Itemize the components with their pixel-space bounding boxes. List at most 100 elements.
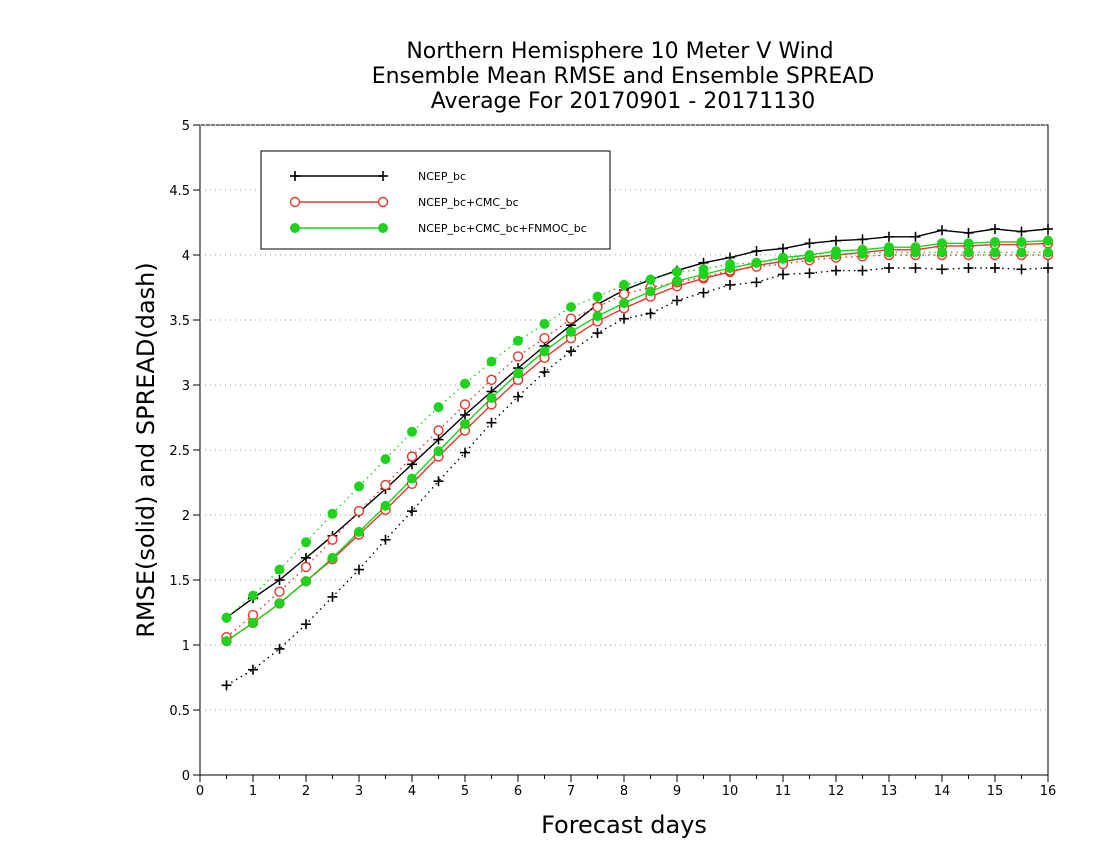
x-axis: 0 1 2 3 4 5 6 7 8 9 10 11 12 13 14 15 16 <box>196 775 1057 799</box>
x-tick-label: 16 <box>1040 784 1057 799</box>
series-ncep-bc-rmse-point <box>804 238 815 249</box>
x-tick-label: 12 <box>828 784 845 799</box>
x-tick-label: 5 <box>461 784 469 799</box>
series-ncep-bc-cmc-bc-fnmoc-bc-spread-point <box>433 402 444 413</box>
series-ncep-bc-cmc-bc-fnmoc-bc-spread-point <box>884 247 894 258</box>
series-ncep-bc-cmc-bc-fnmoc-bc-rmse-point <box>354 526 364 537</box>
series-ncep-bc-rmse-point <box>460 409 470 420</box>
x-tick-label: 9 <box>673 784 681 799</box>
x-tick-label: 11 <box>775 784 792 799</box>
series-ncep-bc-cmc-bc-fnmoc-bc-rmse-point <box>990 237 1000 247</box>
series-ncep-bc-cmc-bc-spread-point <box>539 333 550 344</box>
chart-title-line-2: Ensemble Mean RMSE and Ensemble SPREAD <box>372 64 875 89</box>
series-ncep-bc-cmc-bc-fnmoc-bc-spread-point <box>645 274 656 285</box>
x-tick-label: 4 <box>408 784 416 799</box>
series-ncep-bc-rmse-point <box>1016 226 1027 237</box>
series-ncep-bc-cmc-bc-fnmoc-bc-spread-point <box>1043 247 1053 258</box>
legend-marker-left <box>290 171 300 181</box>
series-ncep-bc-cmc-bc-fnmoc-bc-rmse-point <box>486 393 497 403</box>
x-tick-label: 3 <box>355 784 363 799</box>
series-ncep-bc-cmc-bc-spread-point <box>433 425 444 436</box>
series-ncep-bc-cmc-bc-fnmoc-bc-spread-point <box>910 247 921 258</box>
legend-label: NCEP_bc+CMC_bc+FNMOC_bc <box>418 222 587 235</box>
y-tick-label: 1.5 <box>169 574 190 589</box>
series-ncep-bc-cmc-bc-fnmoc-bc-spread-point <box>486 356 497 367</box>
x-tick-label: 2 <box>302 784 310 799</box>
chart-title-line-3: Average For 20170901 - 20171130 <box>431 89 816 114</box>
series-ncep-bc-rmse-point <box>433 434 444 445</box>
series-ncep-bc-cmc-bc-fnmoc-bc-spread-point <box>301 537 311 548</box>
series-ncep-bc-spread-point <box>566 346 576 357</box>
series-ncep-bc-rmse-point <box>937 225 947 236</box>
x-tick-label: 13 <box>881 784 898 799</box>
series-ncep-bc-spread-point <box>592 328 603 338</box>
series-ncep-bc-cmc-bc-fnmoc-bc-rmse-point <box>248 617 258 628</box>
x-tick-label: 1 <box>249 784 257 799</box>
y-tick-label: 3 <box>182 379 190 394</box>
series-ncep-bc-cmc-bc-fnmoc-bc-spread-point <box>619 279 629 290</box>
y-tick-label: 2 <box>182 509 190 524</box>
series-ncep-bc-cmc-bc-fnmoc-bc-spread-point <box>539 318 550 329</box>
y-tick-label: 0 <box>182 769 190 784</box>
series-ncep-bc-spread-point <box>221 680 232 691</box>
legend-marker-right <box>377 196 389 208</box>
legend-box <box>260 150 611 250</box>
series-ncep-bc-cmc-bc-fnmoc-bc-spread-line <box>226 251 1048 619</box>
series-ncep-bc-rmse-point <box>274 575 285 585</box>
y-tick-label: 4.5 <box>169 184 190 199</box>
series-ncep-bc-cmc-bc-fnmoc-bc-rmse-point <box>672 276 682 286</box>
series-ncep-bc-cmc-bc-fnmoc-bc-spread-point <box>1016 247 1027 258</box>
legend-item: NCEP_bc <box>290 170 466 183</box>
series-ncep-bc-cmc-bc-spread-point <box>512 351 524 362</box>
legend-marker-right <box>378 223 388 233</box>
series-ncep-bc-cmc-bc-fnmoc-bc-spread-point <box>460 378 470 389</box>
series-ncep-bc-spread-point <box>804 268 815 279</box>
x-tick-label: 7 <box>567 784 575 799</box>
series-ncep-bc-cmc-bc-spread-point <box>459 399 471 410</box>
y-tick-label: 2.5 <box>169 444 190 459</box>
series-ncep-bc-cmc-bc-fnmoc-bc-rmse-point <box>274 598 285 609</box>
y-tick-label: 0.5 <box>169 704 190 719</box>
series-ncep-bc-spread-point <box>513 391 523 402</box>
series-ncep-bc-cmc-bc-fnmoc-bc-spread-point <box>831 250 841 260</box>
series-ncep-bc-cmc-bc-fnmoc-bc-spread-point <box>963 247 974 258</box>
series-ncep-bc-rmse-line <box>226 228 1049 619</box>
legend-marker-left <box>290 223 300 233</box>
series-ncep-bc-spread-point <box>619 313 629 324</box>
series-ncep-bc-cmc-bc-fnmoc-bc-spread-point <box>725 259 735 270</box>
series-ncep-bc-rmse-point <box>884 231 894 242</box>
series-ncep-bc-spread-point <box>831 265 841 276</box>
series-ncep-bc-cmc-bc-fnmoc-bc-rmse-point <box>301 576 311 587</box>
series-ncep-bc-rmse-point <box>963 227 974 238</box>
series-ncep-bc-cmc-bc-fnmoc-bc-rmse-point <box>963 238 974 249</box>
y-axis: 0 0.5 1 1.5 2 2.5 3 3.5 4 4.5 5 <box>169 119 200 784</box>
series-ncep-bc-cmc-bc-spread-point <box>274 586 285 597</box>
series-ncep-bc-spread-point <box>1043 263 1053 273</box>
chart-title-line-1: Northern Hemisphere 10 Meter V Wind <box>406 39 833 64</box>
series-ncep-bc-rmse-point <box>778 243 788 254</box>
series-ncep-bc-cmc-bc-fnmoc-bc-spread-point <box>327 508 338 519</box>
series-ncep-bc-cmc-bc-fnmoc-bc-rmse-point <box>380 500 391 511</box>
series-ncep-bc-spread-point <box>910 263 921 273</box>
series-ncep-bc-cmc-bc-fnmoc-bc-spread-point <box>990 247 1000 258</box>
legend-label: NCEP_bc <box>418 170 466 183</box>
series-ncep-bc-rmse-point <box>990 224 1000 234</box>
series-ncep-bc-spread-point <box>248 664 258 675</box>
y-tick-label: 5 <box>182 119 190 134</box>
series-ncep-bc-cmc-bc-fnmoc-bc-rmse-point <box>619 298 629 309</box>
series-ncep-bc-spread-point <box>539 367 550 377</box>
series-ncep-bc-cmc-bc-fnmoc-bc-spread-point <box>407 426 417 437</box>
series-ncep-bc-cmc-bc-fnmoc-bc-spread-point <box>672 266 682 277</box>
series-ncep-bc-spread-point <box>937 264 947 275</box>
y-tick-label: 3.5 <box>169 314 190 329</box>
series-ncep-bc-spread-point <box>672 295 682 306</box>
series-ncep-bc-cmc-bc-fnmoc-bc-rmse-point <box>645 286 656 297</box>
legend-marker-left <box>289 196 301 208</box>
legend-item: NCEP_bc+CMC_bc <box>289 196 519 209</box>
series-ncep-bc-cmc-bc-spread-point <box>565 313 577 324</box>
series-ncep-bc-cmc-bc-spread-point <box>380 479 391 491</box>
series-ncep-bc-cmc-bc-fnmoc-bc-rmse-point <box>327 552 338 563</box>
series-ncep-bc-cmc-bc-spread-point <box>406 451 418 462</box>
legend-item: NCEP_bc+CMC_bc+FNMOC_bc <box>290 222 587 235</box>
